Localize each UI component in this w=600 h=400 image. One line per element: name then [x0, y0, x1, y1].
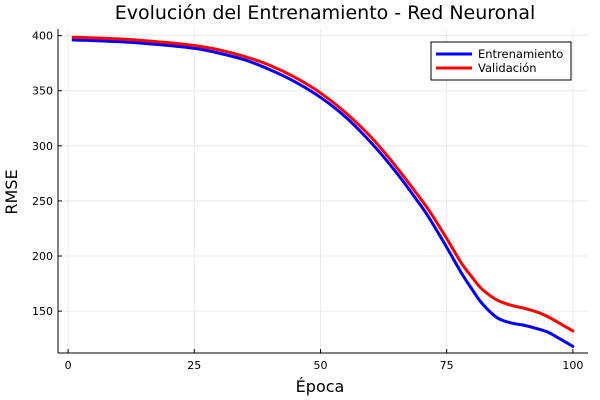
- x-tick-label: 0: [65, 359, 72, 372]
- y-tick-label: 300: [32, 140, 53, 153]
- x-tick-label: 50: [313, 359, 327, 372]
- series-line-validacion: [71, 35, 575, 333]
- y-tick-label: 350: [32, 85, 53, 98]
- legend-label-entrenamiento: Entrenamiento: [478, 47, 563, 61]
- axes: [57, 29, 588, 354]
- chart-title: Evolución del Entrenamiento - Red Neuron…: [115, 2, 536, 24]
- series-lines: [71, 35, 575, 348]
- x-axis-label: Época: [296, 377, 345, 396]
- y-tick-label: 400: [32, 30, 53, 43]
- y-tick-label: 200: [32, 250, 53, 263]
- tick-labels: 0 25 50 75 100 150 200 250 300 350 400: [32, 30, 583, 372]
- y-tick-label: 150: [32, 305, 53, 318]
- x-tick-label: 100: [562, 359, 583, 372]
- series-line-entrenamiento: [71, 38, 575, 348]
- y-tick-label: 250: [32, 195, 53, 208]
- y-axis-label: RMSE: [2, 169, 21, 214]
- legend-box: [430, 41, 572, 81]
- legend: Entrenamiento Validación: [430, 41, 572, 81]
- legend-label-validacion: Validación: [478, 61, 537, 75]
- x-tick-label: 75: [440, 359, 454, 372]
- x-tick-label: 25: [187, 359, 201, 372]
- grid: [58, 29, 588, 353]
